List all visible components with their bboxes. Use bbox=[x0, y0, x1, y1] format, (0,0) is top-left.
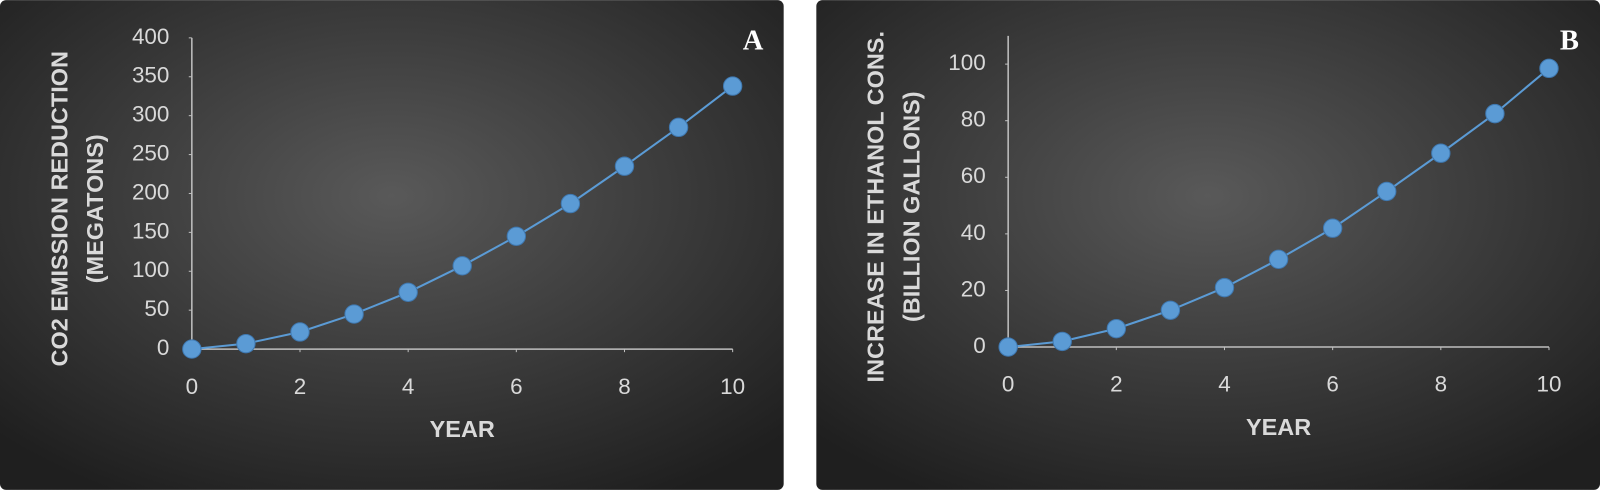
y-tick-label: 0 bbox=[973, 333, 985, 358]
x-tick-label: 0 bbox=[1002, 372, 1014, 397]
y-axis-title: (MEGATONS) bbox=[82, 134, 108, 283]
y-tick-label: 150 bbox=[132, 218, 169, 243]
y-tick-label: 200 bbox=[132, 179, 169, 204]
y-tick-label: 400 bbox=[132, 24, 169, 49]
data-point bbox=[236, 333, 256, 354]
y-tick-label: 100 bbox=[948, 50, 985, 75]
data-point bbox=[614, 156, 635, 176]
y-tick-label: 50 bbox=[144, 296, 169, 321]
y-tick-label: 20 bbox=[961, 276, 986, 301]
panel-background bbox=[816, 0, 1600, 490]
y-tick-label: 60 bbox=[961, 163, 986, 188]
panel-label: A bbox=[743, 26, 764, 57]
data-point bbox=[452, 256, 472, 276]
data-point bbox=[722, 76, 743, 96]
x-tick-label: 2 bbox=[1110, 372, 1122, 397]
data-point bbox=[1539, 58, 1559, 79]
data-point bbox=[506, 226, 527, 246]
x-tick-label: 2 bbox=[294, 374, 306, 399]
data-point bbox=[1214, 277, 1235, 298]
data-point bbox=[1160, 300, 1181, 320]
x-axis-title: YEAR bbox=[1246, 414, 1311, 440]
data-point bbox=[1485, 103, 1505, 124]
x-tick-label: 6 bbox=[510, 374, 522, 399]
x-tick-label: 4 bbox=[402, 374, 414, 399]
x-tick-label: 10 bbox=[720, 374, 745, 399]
x-axis-title: YEAR bbox=[430, 416, 495, 442]
y-tick-label: 0 bbox=[157, 335, 169, 360]
data-point bbox=[1322, 218, 1343, 238]
y-axis-title: CO2 EMISSION REDUCTION bbox=[46, 51, 72, 366]
y-tick-label: 250 bbox=[132, 140, 169, 165]
data-point bbox=[1052, 331, 1072, 352]
x-tick-label: 6 bbox=[1326, 372, 1338, 397]
data-point bbox=[398, 282, 418, 302]
data-point bbox=[560, 193, 581, 214]
data-point bbox=[344, 304, 364, 324]
y-tick-label: 350 bbox=[132, 63, 169, 88]
data-point bbox=[1268, 249, 1289, 270]
x-tick-label: 8 bbox=[1435, 372, 1447, 397]
x-tick-label: 10 bbox=[1536, 372, 1561, 397]
data-point bbox=[668, 117, 689, 138]
data-point bbox=[182, 339, 202, 359]
y-axis-title: (BILLION GALLONS) bbox=[898, 91, 924, 322]
y-tick-label: 40 bbox=[961, 220, 986, 245]
data-point bbox=[1377, 181, 1397, 202]
data-point bbox=[1431, 143, 1451, 163]
x-tick-label: 4 bbox=[1218, 372, 1230, 397]
y-axis-title: INCREASE IN ETHANOL CONS. bbox=[863, 31, 889, 382]
y-tick-label: 80 bbox=[961, 107, 986, 132]
panel-background bbox=[0, 0, 784, 490]
data-point bbox=[1106, 318, 1127, 339]
y-tick-label: 100 bbox=[132, 257, 169, 282]
x-tick-label: 8 bbox=[618, 374, 630, 399]
x-tick-label: 0 bbox=[186, 374, 198, 399]
data-point bbox=[998, 337, 1018, 357]
data-point bbox=[290, 322, 310, 342]
panel-label: B bbox=[1560, 26, 1579, 57]
y-tick-label: 300 bbox=[132, 102, 169, 127]
